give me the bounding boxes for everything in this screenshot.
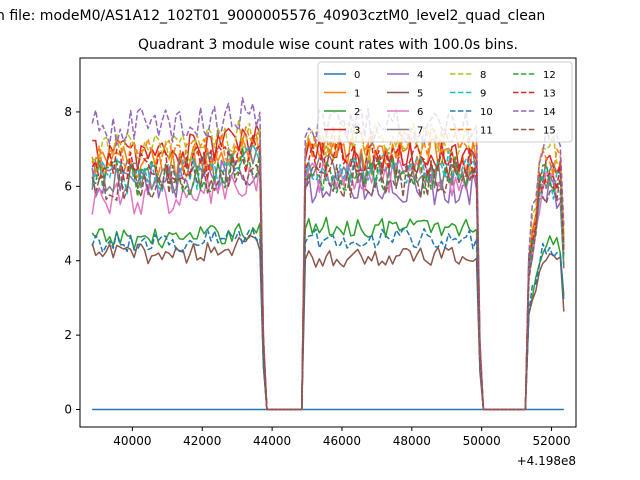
y-tick-label: 2 xyxy=(64,328,72,342)
legend-label-12: 12 xyxy=(543,70,556,81)
legend-label-4: 4 xyxy=(417,70,423,81)
x-tick-label: 42000 xyxy=(183,434,221,448)
legend-label-9: 9 xyxy=(480,89,486,100)
legend-label-3: 3 xyxy=(354,126,360,137)
x-tick-label: 48000 xyxy=(393,434,431,448)
legend-label-2: 2 xyxy=(354,107,360,118)
legend-label-5: 5 xyxy=(417,89,423,100)
x-tick-label: 46000 xyxy=(323,434,361,448)
series-line-13 xyxy=(91,135,565,411)
legend-label-11: 11 xyxy=(480,126,493,137)
series-line-15 xyxy=(91,156,565,411)
series-line-9 xyxy=(91,143,565,411)
y-tick-label: 0 xyxy=(64,403,72,417)
axes-frame xyxy=(79,57,577,428)
series-layer xyxy=(91,97,565,411)
legend-label-8: 8 xyxy=(480,70,486,81)
x-tick-label: 40000 xyxy=(113,434,151,448)
legend-frame xyxy=(317,61,573,143)
legend-label-6: 6 xyxy=(417,107,423,118)
x-axis: 40000 42000 44000 46000 48000 50000 52000 xyxy=(113,427,571,448)
legend-label-7: 7 xyxy=(417,126,423,137)
legend-label-15: 15 xyxy=(543,126,556,137)
legend-label-14: 14 xyxy=(543,107,556,118)
y-tick-label: 4 xyxy=(64,254,72,268)
legend-label-13: 13 xyxy=(543,89,556,100)
y-tick-label: 6 xyxy=(64,179,72,193)
x-tick-label: 52000 xyxy=(532,434,570,448)
legend-label-10: 10 xyxy=(480,107,493,118)
figure-suptitle: n file: modeM0/AS1A12_102T01_9000005576_… xyxy=(0,8,545,24)
legend-label-0: 0 xyxy=(354,70,360,81)
x-tick-label: 50000 xyxy=(463,434,501,448)
legend-label-1: 1 xyxy=(354,89,360,100)
y-axis: 0 2 4 6 8 xyxy=(64,105,80,417)
chart-title: Quadrant 3 module wise count rates with … xyxy=(138,37,518,53)
series-line-10 xyxy=(91,227,565,411)
x-tick-label: 44000 xyxy=(253,434,291,448)
y-tick-label: 8 xyxy=(64,105,72,119)
x-axis-offset-label: +4.198e8 xyxy=(517,454,576,468)
